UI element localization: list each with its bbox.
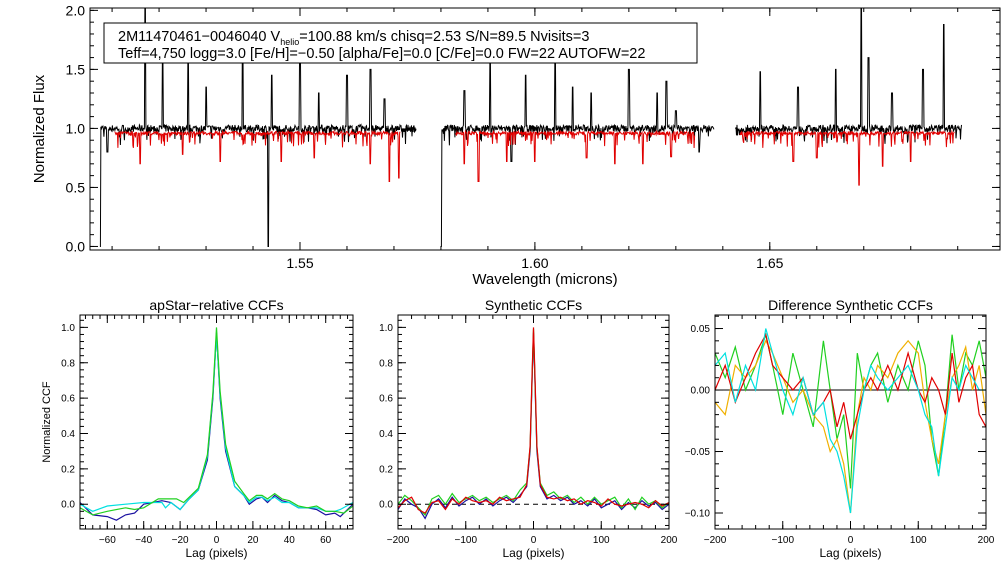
y-axis-label: Normalized CCF — [41, 381, 53, 463]
x-tick-label: 1.55 — [286, 255, 313, 271]
x-tick-label: 100 — [910, 535, 927, 546]
x-tick-label: 200 — [978, 535, 995, 546]
spectrum-observed-segment — [735, 8, 962, 144]
x-tick-label: −40 — [135, 535, 152, 546]
x-tick-label: 100 — [593, 535, 610, 546]
ccf-line-red — [715, 333, 986, 440]
y-tick-label: 0.2 — [379, 464, 393, 475]
y-tick-label: 0.6 — [379, 394, 393, 405]
chart-title: Synthetic CCFs — [485, 297, 582, 313]
ccf-line-visit-3 — [398, 327, 669, 514]
x-tick-label: −200 — [387, 535, 410, 546]
ccf-line-visit-3 — [80, 327, 353, 516]
x-tick-label: 0 — [531, 535, 537, 546]
x-tick-label: −20 — [172, 535, 189, 546]
x-tick-label: 40 — [284, 535, 296, 546]
y-tick-label: 1.0 — [61, 323, 75, 334]
ccf-line-visit-2 — [398, 329, 669, 516]
plot-frame — [79, 314, 354, 530]
y-tick-label: 0.00 — [691, 386, 711, 397]
x-tick-label: −60 — [99, 535, 116, 546]
y-tick-label: 0.4 — [61, 429, 75, 440]
series-observed — [99, 8, 962, 247]
x-tick-label: 1.60 — [521, 255, 548, 271]
plot-area — [80, 327, 353, 521]
y-tick-label: 0.6 — [61, 394, 75, 405]
y-tick-label: 0.4 — [379, 429, 393, 440]
panel-difference-ccf: −200 −100 0 100 200 −0.10 −0.05 0.00 0.05 Differe… — [685, 297, 995, 560]
ccf-line-visit-1 — [80, 332, 353, 521]
ccf-line-orange — [715, 339, 986, 514]
ccf-line-cyan — [715, 328, 986, 514]
y-tick-label: 0.8 — [61, 358, 75, 369]
panel-spectrum: 1.55 1.60 1.65 0.0 0.5 1.0 1.5 2.0 Wavelength (m… — [31, 2, 1001, 288]
x-tick-label: 20 — [247, 535, 259, 546]
x-tick-label: 0 — [214, 535, 220, 546]
info-star-id: 2M11470461−0046040 V — [118, 29, 281, 45]
spectrum-model-segment — [455, 129, 696, 182]
series-model — [114, 129, 955, 186]
x-tick-label: −100 — [454, 535, 477, 546]
y-tick-label: 0.0 — [379, 500, 393, 511]
info-line-1: 2M11470461−0046040 Vhelio=100.88 km/s ch… — [118, 29, 589, 47]
x-tick-label: −100 — [771, 535, 794, 546]
ccf-line-visit-2 — [80, 334, 353, 512]
plot-frame — [89, 7, 1001, 251]
plot-area — [398, 327, 669, 520]
spectrum-model-segment — [114, 129, 401, 182]
y-tick-label: 0.8 — [379, 358, 393, 369]
ccf-line-visit-1 — [398, 332, 669, 520]
y-tick-label: 0.5 — [66, 179, 86, 195]
y-tick-label: 0.05 — [691, 324, 711, 335]
info-subscript: helio — [280, 37, 299, 47]
info-line-2: Teff=4,750 logg=3.0 [Fe/H]=−0.50 [alpha/… — [118, 46, 645, 62]
chart-title: apStar−relative CCFs — [149, 297, 283, 313]
info-values: =100.88 km/s chisq=2.53 S/N=89.5 Nvisits… — [299, 29, 589, 45]
plot-frame — [714, 314, 987, 530]
x-tick-label: 1.65 — [756, 255, 783, 271]
x-tick-label: −200 — [704, 535, 727, 546]
x-axis-label: Wavelength (microns) — [472, 271, 617, 288]
plot-area — [715, 328, 986, 514]
x-tick-label: 200 — [661, 535, 678, 546]
spectrum-model-segment — [739, 129, 955, 186]
panel-apstar-ccf: −60 −40 −20 0 20 40 60 0.0 0.2 0.4 0.6 0.8 1.0 apStar… — [41, 297, 354, 560]
x-tick-label: 60 — [320, 535, 332, 546]
y-tick-label: 0.0 — [61, 500, 75, 511]
x-axis-label: Lag (pixels) — [502, 546, 564, 560]
info-box — [103, 22, 698, 64]
y-tick-label: 0.0 — [66, 238, 86, 254]
x-axis-label: Lag (pixels) — [819, 546, 881, 560]
y-tick-label: 2.0 — [66, 2, 86, 18]
x-axis-label: Lag (pixels) — [185, 546, 247, 560]
y-tick-label: 1.0 — [66, 120, 86, 136]
y-tick-label: −0.10 — [685, 509, 711, 520]
panel-synthetic-ccf: −200 −100 0 100 200 0.0 0.2 0.4 0.6 0.8 1.0 Synthet… — [379, 297, 678, 560]
spectrum-observed-segment — [99, 8, 417, 247]
y-tick-label: 1.5 — [66, 61, 86, 77]
y-tick-label: −0.05 — [685, 447, 711, 458]
y-tick-label: 1.0 — [379, 323, 393, 334]
x-tick-label: 0 — [848, 535, 854, 546]
y-tick-label: 0.2 — [61, 464, 75, 475]
y-axis-label: Normalized Flux — [31, 74, 48, 183]
chart-title: Difference Synthetic CCFs — [768, 297, 933, 313]
plot-area — [99, 8, 962, 247]
spectrum-observed-segment — [440, 51, 715, 247]
